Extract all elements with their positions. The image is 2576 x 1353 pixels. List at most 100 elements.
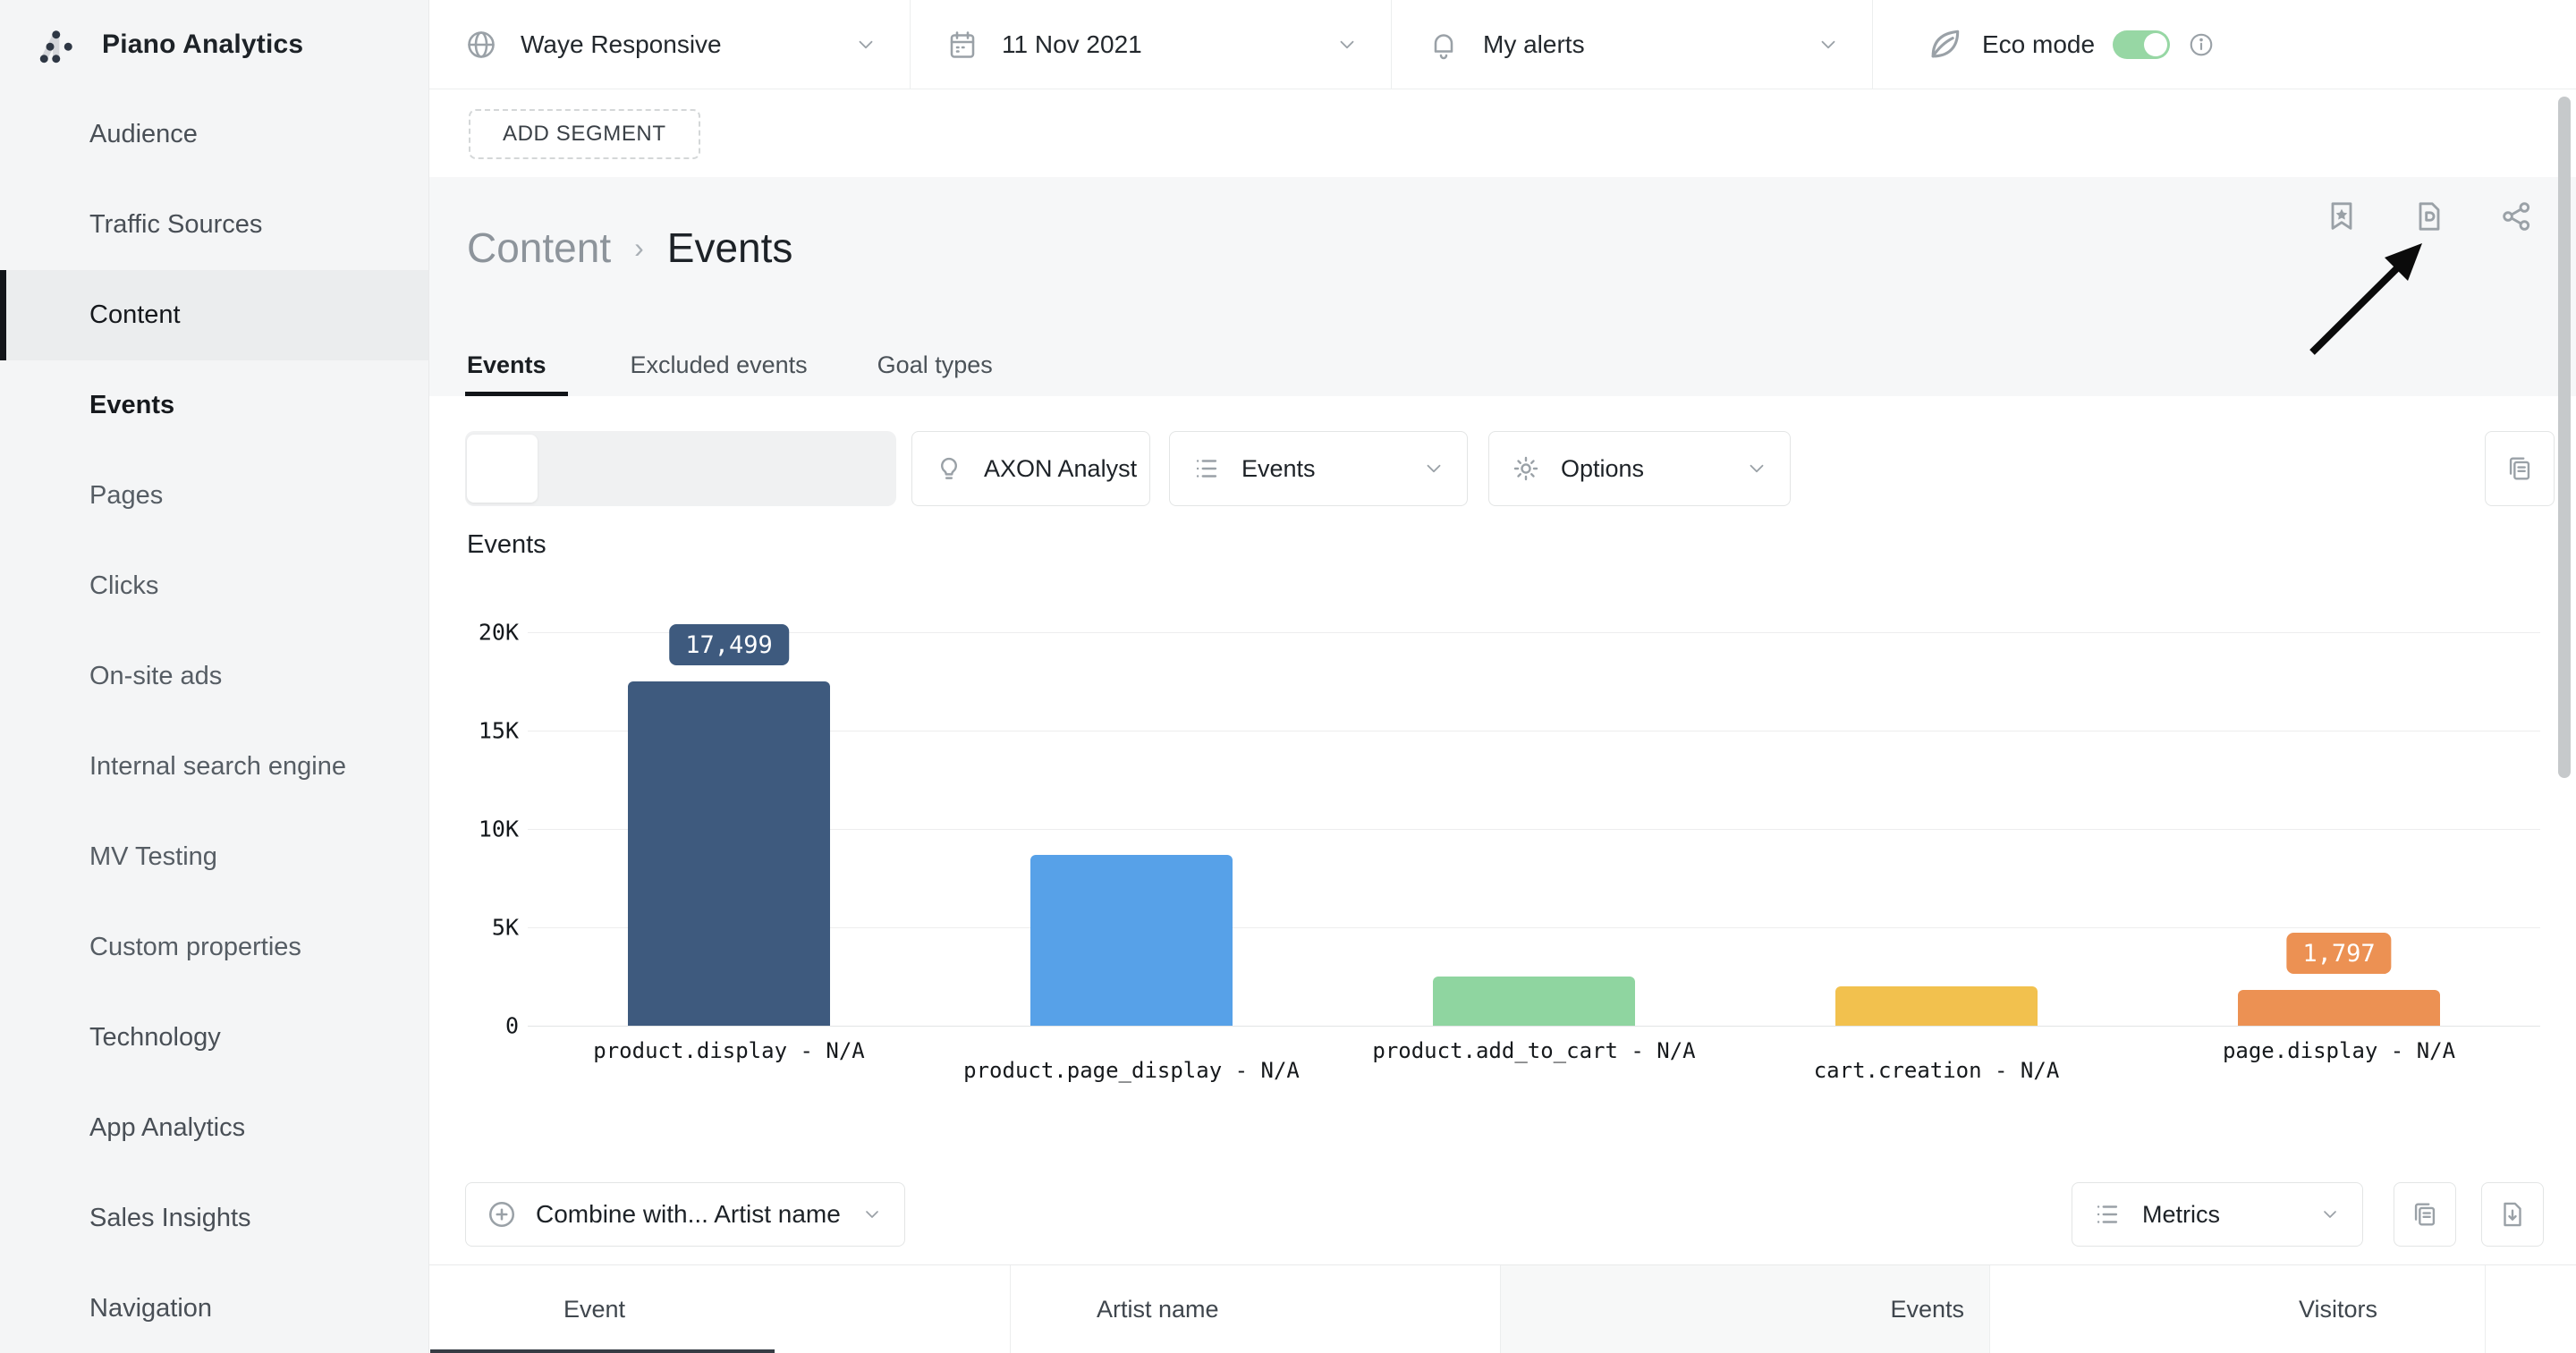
bookmark-icon[interactable] xyxy=(2324,199,2360,234)
metrics-dropdown[interactable]: Metrics xyxy=(2072,1182,2363,1247)
x-axis-label: product.add_to_cart - N/A xyxy=(1372,1038,1696,1063)
sidebar-item-label: Events xyxy=(89,391,175,419)
sidebar-item-events[interactable]: Events xyxy=(0,360,428,451)
sidebar-item-pages[interactable]: Pages xyxy=(0,451,428,541)
bell-icon xyxy=(1428,29,1460,61)
y-axis-tick: 20K xyxy=(478,619,519,646)
chart-type-bar-chart-icon[interactable] xyxy=(467,435,538,503)
sidebar-item-label: MV Testing xyxy=(89,842,217,871)
column-header-label: Artist name xyxy=(1097,1296,1219,1323)
column-header-artist-name[interactable]: Artist name xyxy=(1011,1265,1501,1353)
globe-icon xyxy=(465,29,497,61)
chevron-down-icon xyxy=(2319,1204,2341,1225)
chevron-down-icon xyxy=(1745,457,1768,480)
page-header: Content › Events Events Excluded events Go… xyxy=(429,177,2576,396)
export-icon xyxy=(2497,1199,2528,1230)
options-dropdown[interactable]: Options xyxy=(1488,431,1791,506)
tab-goal-types[interactable]: Goal types xyxy=(877,334,993,396)
column-header-label: Event xyxy=(564,1296,626,1323)
segment-bar: ADD SEGMENT xyxy=(429,89,2576,177)
combine-with-dropdown[interactable]: Combine with... Artist name xyxy=(465,1182,905,1247)
chart-type-venn-icon[interactable] xyxy=(679,435,750,503)
column-header-events[interactable]: Events xyxy=(1501,1265,1990,1353)
export-table-button[interactable] xyxy=(2481,1182,2544,1247)
tab-excluded-events[interactable]: Excluded events xyxy=(631,334,808,396)
sidebar-item-sales-insights[interactable]: Sales Insights xyxy=(0,1173,428,1264)
bar-product.page_display[interactable] xyxy=(1030,855,1233,1026)
brand-logo[interactable]: Piano Analytics xyxy=(0,0,428,89)
chart-type-table-icon[interactable] xyxy=(820,435,891,503)
sidebar-item-internal-search-engine[interactable]: Internal search engine xyxy=(0,722,428,812)
sidebar-item-label: Clicks xyxy=(89,571,159,600)
sidebar-item-navigation[interactable]: Navigation xyxy=(0,1264,428,1353)
list-icon xyxy=(2092,1199,2123,1230)
chevron-down-icon xyxy=(1817,33,1840,56)
info-icon[interactable] xyxy=(2188,31,2215,58)
sidebar-item-on-site-ads[interactable]: On-site ads xyxy=(0,631,428,722)
metrics-label: Metrics xyxy=(2142,1200,2220,1228)
sidebar-item-label: Pages xyxy=(89,481,164,510)
chevron-down-icon xyxy=(1422,457,1445,480)
site-selector[interactable]: Waye Responsive xyxy=(429,0,911,89)
add-segment-button[interactable]: ADD SEGMENT xyxy=(469,109,700,159)
tab-events[interactable]: Events xyxy=(465,334,568,396)
gridline xyxy=(528,927,2540,928)
chart-type-line-chart-icon[interactable] xyxy=(538,435,608,503)
alerts-selector[interactable]: My alerts xyxy=(1392,0,1873,89)
axon-analyst-label: AXON Analyst xyxy=(984,454,1138,482)
gear-icon xyxy=(1511,453,1541,484)
date-picker[interactable]: 11 Nov 2021 xyxy=(911,0,1392,89)
sidebar-item-technology[interactable]: Technology xyxy=(0,993,428,1083)
column-header-event[interactable]: Event xyxy=(429,1265,1011,1353)
sidebar-item-label: Navigation xyxy=(89,1294,213,1323)
breadcrumb-section[interactable]: Content xyxy=(467,224,612,271)
share-icon[interactable] xyxy=(2499,199,2535,234)
sidebar-item-clicks[interactable]: Clicks xyxy=(0,541,428,631)
sidebar-item-custom-properties[interactable]: Custom properties xyxy=(0,902,428,993)
y-axis-tick: 10K xyxy=(478,816,519,842)
combine-with-label: Combine with... Artist name xyxy=(536,1200,841,1228)
sidebar-item-content[interactable]: Content xyxy=(0,270,428,360)
bar-page.display[interactable] xyxy=(2238,990,2440,1026)
chart-type-pie-chart-icon[interactable] xyxy=(608,435,679,503)
sidebar-item-label: Internal search engine xyxy=(89,752,346,781)
sidebar-item-label: On-site ads xyxy=(89,662,223,690)
sidebar: Piano Analytics Audience Traffic Sources C… xyxy=(0,0,429,1353)
sidebar-item-mv-testing[interactable]: MV Testing xyxy=(0,812,428,902)
bar-product.add_to_cart[interactable] xyxy=(1433,977,1635,1026)
bar-value-badge: 17,499 xyxy=(669,624,789,665)
topbar-right: Eco mode xyxy=(1873,0,2576,89)
sidebar-item-traffic-sources[interactable]: Traffic Sources xyxy=(0,180,428,270)
vertical-scrollbar[interactable] xyxy=(2558,97,2571,778)
sidebar-item-label: Custom properties xyxy=(89,933,301,961)
eco-mode-toggle[interactable] xyxy=(2113,30,2171,59)
eco-mode-group: Eco mode xyxy=(1925,0,2215,89)
sidebar-item-audience[interactable]: Audience xyxy=(0,89,428,180)
dimension-dropdown[interactable]: Events xyxy=(1169,431,1468,506)
x-axis-label: product.page_display - N/A xyxy=(963,1058,1300,1083)
gridline xyxy=(528,1026,2540,1027)
tab-label: Excluded events xyxy=(630,351,808,378)
data-table-header: Event Artist name Events Visitors xyxy=(429,1264,2576,1353)
copy-table-button[interactable] xyxy=(2394,1182,2456,1247)
sidebar-nav: Audience Traffic Sources Content Events Page… xyxy=(0,89,428,1353)
lightbulb-icon xyxy=(934,453,964,484)
y-axis-tick: 5K xyxy=(491,914,519,941)
chart-type-map-icon[interactable] xyxy=(750,435,820,503)
column-header-visitors[interactable]: Visitors xyxy=(1990,1265,2486,1353)
sidebar-item-label: Audience xyxy=(89,120,198,148)
copy-chart-button[interactable] xyxy=(2485,431,2555,506)
brand-name: Piano Analytics xyxy=(102,30,304,59)
bar-cart.creation[interactable] xyxy=(1835,986,2038,1026)
bar-product.display[interactable] xyxy=(628,681,830,1026)
sidebar-item-app-analytics[interactable]: App Analytics xyxy=(0,1083,428,1173)
axon-analyst-button[interactable]: AXON Analyst xyxy=(911,431,1150,506)
sidebar-item-label: Content xyxy=(89,300,181,329)
sidebar-item-label: Sales Insights xyxy=(89,1204,251,1232)
y-axis-tick: 0 xyxy=(504,1012,519,1039)
piano-logo-icon xyxy=(34,21,82,69)
report-icon[interactable] xyxy=(2411,199,2447,234)
eco-mode-label: Eco mode xyxy=(1982,30,2096,58)
page-title: Events xyxy=(666,224,793,271)
